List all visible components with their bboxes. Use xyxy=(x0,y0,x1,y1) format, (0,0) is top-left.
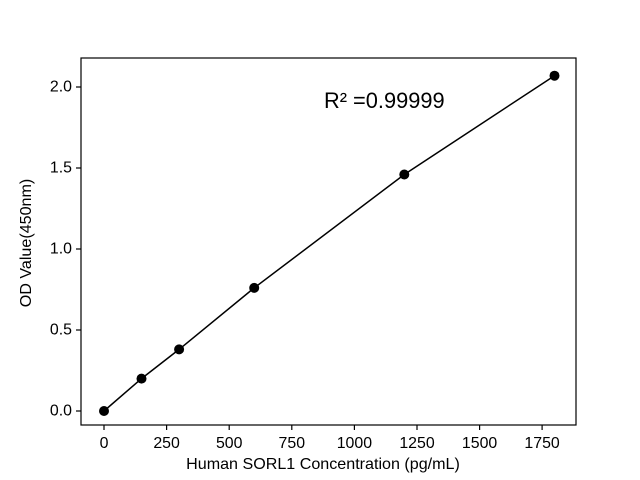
svg-text:OD Value(450nm): OD Value(450nm) xyxy=(17,179,35,308)
svg-text:250: 250 xyxy=(153,435,180,452)
svg-text:1.0: 1.0 xyxy=(50,240,72,257)
svg-text:1000: 1000 xyxy=(337,435,373,452)
svg-text:1750: 1750 xyxy=(524,435,560,452)
svg-text:0.5: 0.5 xyxy=(50,321,72,338)
svg-text:1500: 1500 xyxy=(462,435,498,452)
svg-text:Human SORL1 Concentration (pg/: Human SORL1 Concentration (pg/mL) xyxy=(186,455,460,473)
svg-text:1.5: 1.5 xyxy=(50,159,72,176)
svg-text:R² =0.99999: R² =0.99999 xyxy=(324,88,445,113)
svg-text:2.0: 2.0 xyxy=(50,78,72,95)
svg-text:750: 750 xyxy=(279,435,306,452)
svg-text:0: 0 xyxy=(100,435,109,452)
svg-text:500: 500 xyxy=(216,435,243,452)
svg-text:0.0: 0.0 xyxy=(50,402,72,419)
svg-text:1250: 1250 xyxy=(399,435,435,452)
